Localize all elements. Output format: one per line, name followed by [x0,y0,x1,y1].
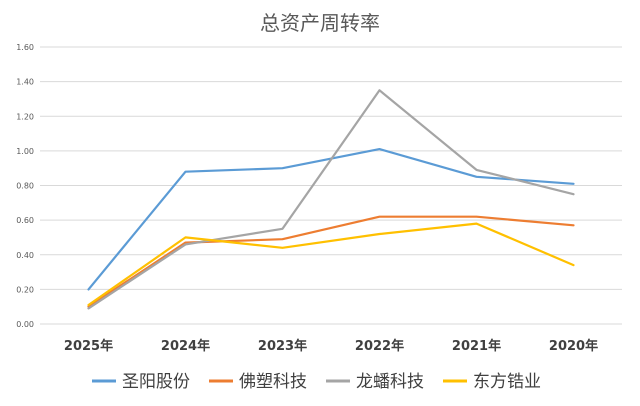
chart-title: 总资产周转率 [260,11,380,35]
y-tick-label: 1.60 [16,43,34,52]
y-tick-label: 0.40 [16,251,34,260]
series-lines [87,89,575,310]
x-axis-ticks: 2025年 2024年 2023年 2022年 2021年 2020年 [64,338,598,354]
x-tick-label: 2024年 [161,338,210,354]
gridlines [40,46,622,325]
x-tick-label: 2022年 [355,338,404,354]
x-tick-label: 2025年 [64,338,113,354]
legend: 圣阳股份 佛塑科技 龙蟠科技 东方锆业 [92,372,541,392]
y-axis-ticks: 0.00 0.20 0.40 0.60 0.80 1.00 1.20 1.40 1.60 [16,43,34,329]
y-tick-label: 0.00 [16,320,34,329]
legend-label: 圣阳股份 [122,372,190,392]
x-tick-label: 2020年 [549,338,598,354]
x-tick-label: 2023年 [258,338,307,354]
y-tick-label: 0.80 [16,182,34,191]
series-line-4 [87,222,575,307]
y-tick-label: 1.40 [16,78,34,87]
y-tick-label: 1.20 [16,112,34,121]
x-tick-label: 2021年 [452,338,501,354]
legend-label: 龙蟠科技 [356,372,424,392]
y-tick-label: 1.00 [16,147,34,156]
y-tick-label: 0.20 [16,285,34,294]
series-line-2 [87,215,575,308]
legend-label: 佛塑科技 [239,372,307,392]
y-tick-label: 0.60 [16,216,34,225]
legend-label: 东方锆业 [473,372,541,392]
series-line-3 [87,89,575,310]
